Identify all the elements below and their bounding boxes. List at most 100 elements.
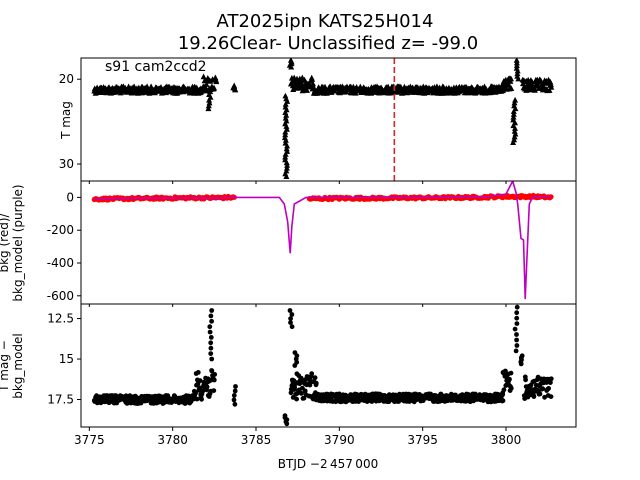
y-tick-label: 12.5 — [47, 312, 74, 326]
data-point — [304, 87, 310, 93]
data-point — [231, 393, 237, 398]
data-point — [531, 87, 538, 93]
x-axis-label: BTJD −2 457 000 — [278, 457, 378, 471]
data-point — [548, 376, 554, 382]
data-point — [515, 75, 522, 82]
data-point — [500, 398, 506, 404]
data-point — [289, 312, 295, 317]
data-point — [547, 78, 554, 85]
data-point — [211, 388, 217, 393]
data-point — [284, 421, 290, 427]
data-point — [208, 351, 214, 356]
data-point — [548, 81, 554, 88]
data-point — [302, 388, 308, 394]
y-tick-label: 15 — [59, 352, 74, 366]
data-point — [510, 108, 517, 114]
x-tick-label: 3775 — [74, 433, 105, 447]
data-point — [511, 99, 518, 106]
ylabel-bottom-2: bkg_model — [11, 333, 25, 399]
plot-area-1 — [91, 181, 554, 300]
data-point — [282, 153, 289, 160]
data-point — [282, 131, 289, 138]
data-point — [282, 151, 289, 157]
data-point — [205, 105, 212, 112]
data-point — [501, 387, 507, 393]
data-point — [209, 356, 215, 362]
data-point — [211, 377, 217, 383]
data-point — [514, 321, 520, 326]
data-point — [507, 376, 512, 382]
data-point — [531, 394, 537, 399]
data-point — [282, 128, 289, 135]
data-point — [283, 123, 290, 129]
data-point — [233, 384, 238, 389]
data-point — [288, 316, 293, 321]
data-point — [288, 63, 295, 70]
y-tick-label: -200 — [47, 223, 74, 237]
data-point — [283, 173, 290, 179]
data-point — [194, 396, 200, 402]
data-point — [518, 361, 524, 367]
data-point — [205, 102, 212, 109]
data-point — [309, 76, 316, 82]
data-point — [514, 337, 519, 343]
data-point — [514, 343, 520, 348]
data-point — [546, 87, 553, 93]
y-tick-label: 0 — [66, 190, 74, 204]
data-point — [513, 348, 519, 354]
data-point — [282, 114, 289, 121]
data-point — [206, 99, 213, 106]
y-tick-label: 30 — [59, 157, 74, 171]
data-point — [193, 390, 199, 396]
data-point — [514, 304, 520, 310]
data-point — [508, 385, 514, 391]
data-point — [231, 397, 237, 403]
data-point — [548, 84, 555, 90]
data-point — [195, 370, 201, 375]
data-point — [548, 380, 553, 385]
data-point — [208, 345, 214, 351]
y-tick-label: -600 — [47, 289, 74, 303]
data-point — [292, 363, 298, 368]
data-point — [287, 308, 293, 313]
data-point — [312, 375, 318, 381]
data-point — [299, 391, 304, 396]
data-point — [200, 73, 207, 80]
data-point — [284, 162, 291, 168]
data-point — [283, 164, 290, 171]
data-point — [529, 78, 536, 85]
data-point — [208, 335, 214, 340]
data-point — [512, 125, 518, 131]
title-line2: 19.26Clear- Unclassified z= -99.0 — [178, 33, 478, 54]
data-point — [208, 340, 214, 346]
data-point — [309, 371, 315, 377]
data-point — [232, 401, 238, 407]
data-point — [514, 315, 520, 321]
y-tick-label: 20 — [59, 72, 74, 86]
panel-bottom: 12.5 15 17.5 3775 3780 3785 3790 3795 3800 — [47, 303, 577, 447]
data-point — [537, 391, 543, 397]
x-tick-label: 3780 — [157, 433, 188, 447]
data-point — [282, 137, 289, 143]
data-point — [211, 84, 218, 91]
data-point — [288, 390, 294, 396]
panel-middle: 0 -200 -400 -600 — [47, 180, 577, 307]
data-point — [508, 85, 515, 91]
data-point — [207, 329, 213, 335]
data-point — [313, 380, 319, 386]
y-tick-label: 17.5 — [47, 392, 74, 406]
x-tick-label: 3795 — [407, 433, 438, 447]
data-point — [540, 386, 546, 392]
y-tick-label: -400 — [47, 256, 74, 270]
data-point — [289, 324, 295, 330]
data-point — [512, 96, 519, 103]
data-point — [511, 133, 518, 140]
data-point — [542, 394, 547, 400]
data-point — [232, 86, 239, 93]
data-point — [206, 96, 213, 103]
data-point — [546, 386, 551, 391]
data-point — [548, 394, 554, 399]
x-tick-label: 3790 — [324, 433, 355, 447]
